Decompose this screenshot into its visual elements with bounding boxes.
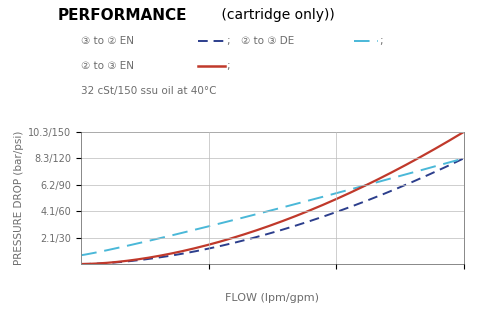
Text: ;: ; [227, 36, 230, 46]
Text: ② to ③ DE: ② to ③ DE [241, 36, 298, 46]
Text: ② to ③ EN: ② to ③ EN [81, 61, 138, 71]
Text: 32 cSt/150 ssu oil at 40°C: 32 cSt/150 ssu oil at 40°C [81, 86, 217, 96]
Y-axis label: PRESSURE DROP (bar/psi): PRESSURE DROP (bar/psi) [14, 131, 24, 265]
Text: PERFORMANCE: PERFORMANCE [57, 8, 187, 23]
Text: ;: ; [227, 61, 230, 71]
Text: ;: ; [379, 36, 383, 46]
Text: (cartridge only)): (cartridge only)) [217, 8, 335, 22]
Text: ③ to ② EN: ③ to ② EN [81, 36, 138, 46]
X-axis label: FLOW (lpm/gpm): FLOW (lpm/gpm) [226, 293, 319, 303]
